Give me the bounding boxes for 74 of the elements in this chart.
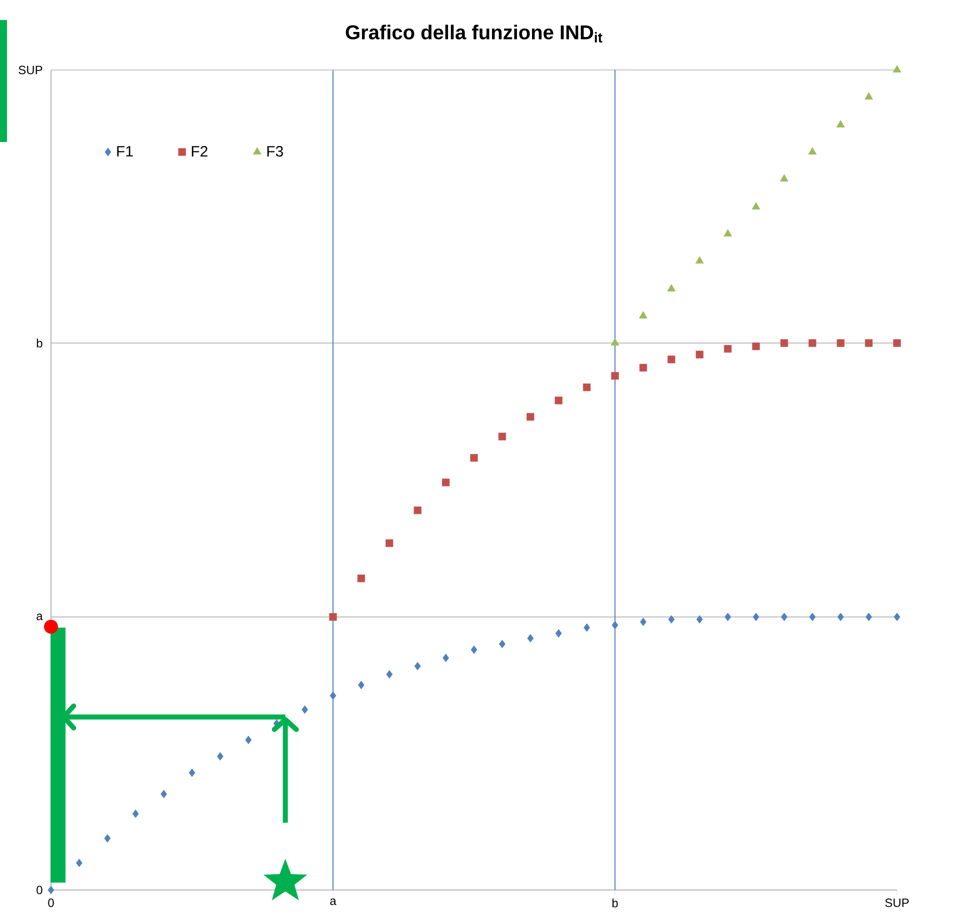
chart-title: Grafico della funzione IND$_{it}$ (346, 24, 602, 42)
point (188, 768, 196, 777)
point (470, 646, 478, 654)
point (554, 396, 562, 404)
point (668, 356, 676, 364)
point (667, 284, 676, 292)
point (836, 120, 845, 128)
point (583, 384, 591, 392)
point (329, 613, 337, 621)
point (696, 350, 704, 358)
point (724, 229, 732, 236)
point (780, 339, 788, 347)
point (865, 339, 873, 347)
legend-label: F3 (267, 146, 283, 157)
ref-line-label: a (36, 614, 43, 620)
point (752, 342, 760, 350)
point (414, 506, 422, 514)
x-tick-label: SUP (885, 898, 909, 908)
point (470, 454, 478, 462)
point (357, 574, 366, 582)
point (639, 364, 648, 372)
point (104, 834, 111, 843)
point (837, 612, 844, 622)
point (442, 478, 450, 486)
point (752, 612, 760, 622)
point (526, 413, 534, 421)
point (695, 256, 704, 264)
point (639, 311, 648, 318)
point (724, 344, 732, 353)
x-tick-label: b (612, 898, 618, 908)
point (358, 680, 364, 690)
ref-line-label: SUP (18, 66, 42, 74)
point (330, 691, 336, 700)
point (302, 705, 308, 714)
x-tick-label: a (330, 898, 336, 906)
point (160, 790, 168, 798)
point (668, 615, 675, 624)
point (640, 618, 646, 626)
point (893, 339, 901, 347)
point (386, 670, 393, 679)
point (752, 202, 760, 210)
point (245, 736, 252, 744)
point (555, 629, 562, 638)
x-tick-label: 0 (48, 898, 54, 908)
point (386, 539, 394, 547)
point (76, 858, 82, 868)
point (809, 612, 816, 622)
point (610, 338, 620, 346)
ref-line-label: 0 (36, 886, 42, 894)
point (780, 174, 788, 182)
point (864, 92, 873, 100)
point (414, 662, 421, 670)
legend-label: F1 (117, 146, 133, 156)
point (808, 147, 817, 154)
point (724, 612, 732, 622)
point (48, 886, 54, 894)
legend-label: F2 (192, 146, 208, 156)
point (696, 615, 703, 624)
point (866, 612, 872, 622)
point (527, 634, 534, 642)
point (132, 810, 139, 818)
point (836, 339, 844, 347)
point (498, 432, 506, 440)
point (894, 612, 900, 622)
point (612, 620, 618, 630)
point (217, 752, 224, 761)
point (808, 339, 816, 347)
point (611, 372, 619, 380)
point (892, 65, 902, 72)
point (781, 612, 788, 622)
point (499, 640, 506, 648)
point (584, 623, 590, 632)
point (442, 654, 450, 662)
ref-line-label: b (36, 338, 42, 348)
